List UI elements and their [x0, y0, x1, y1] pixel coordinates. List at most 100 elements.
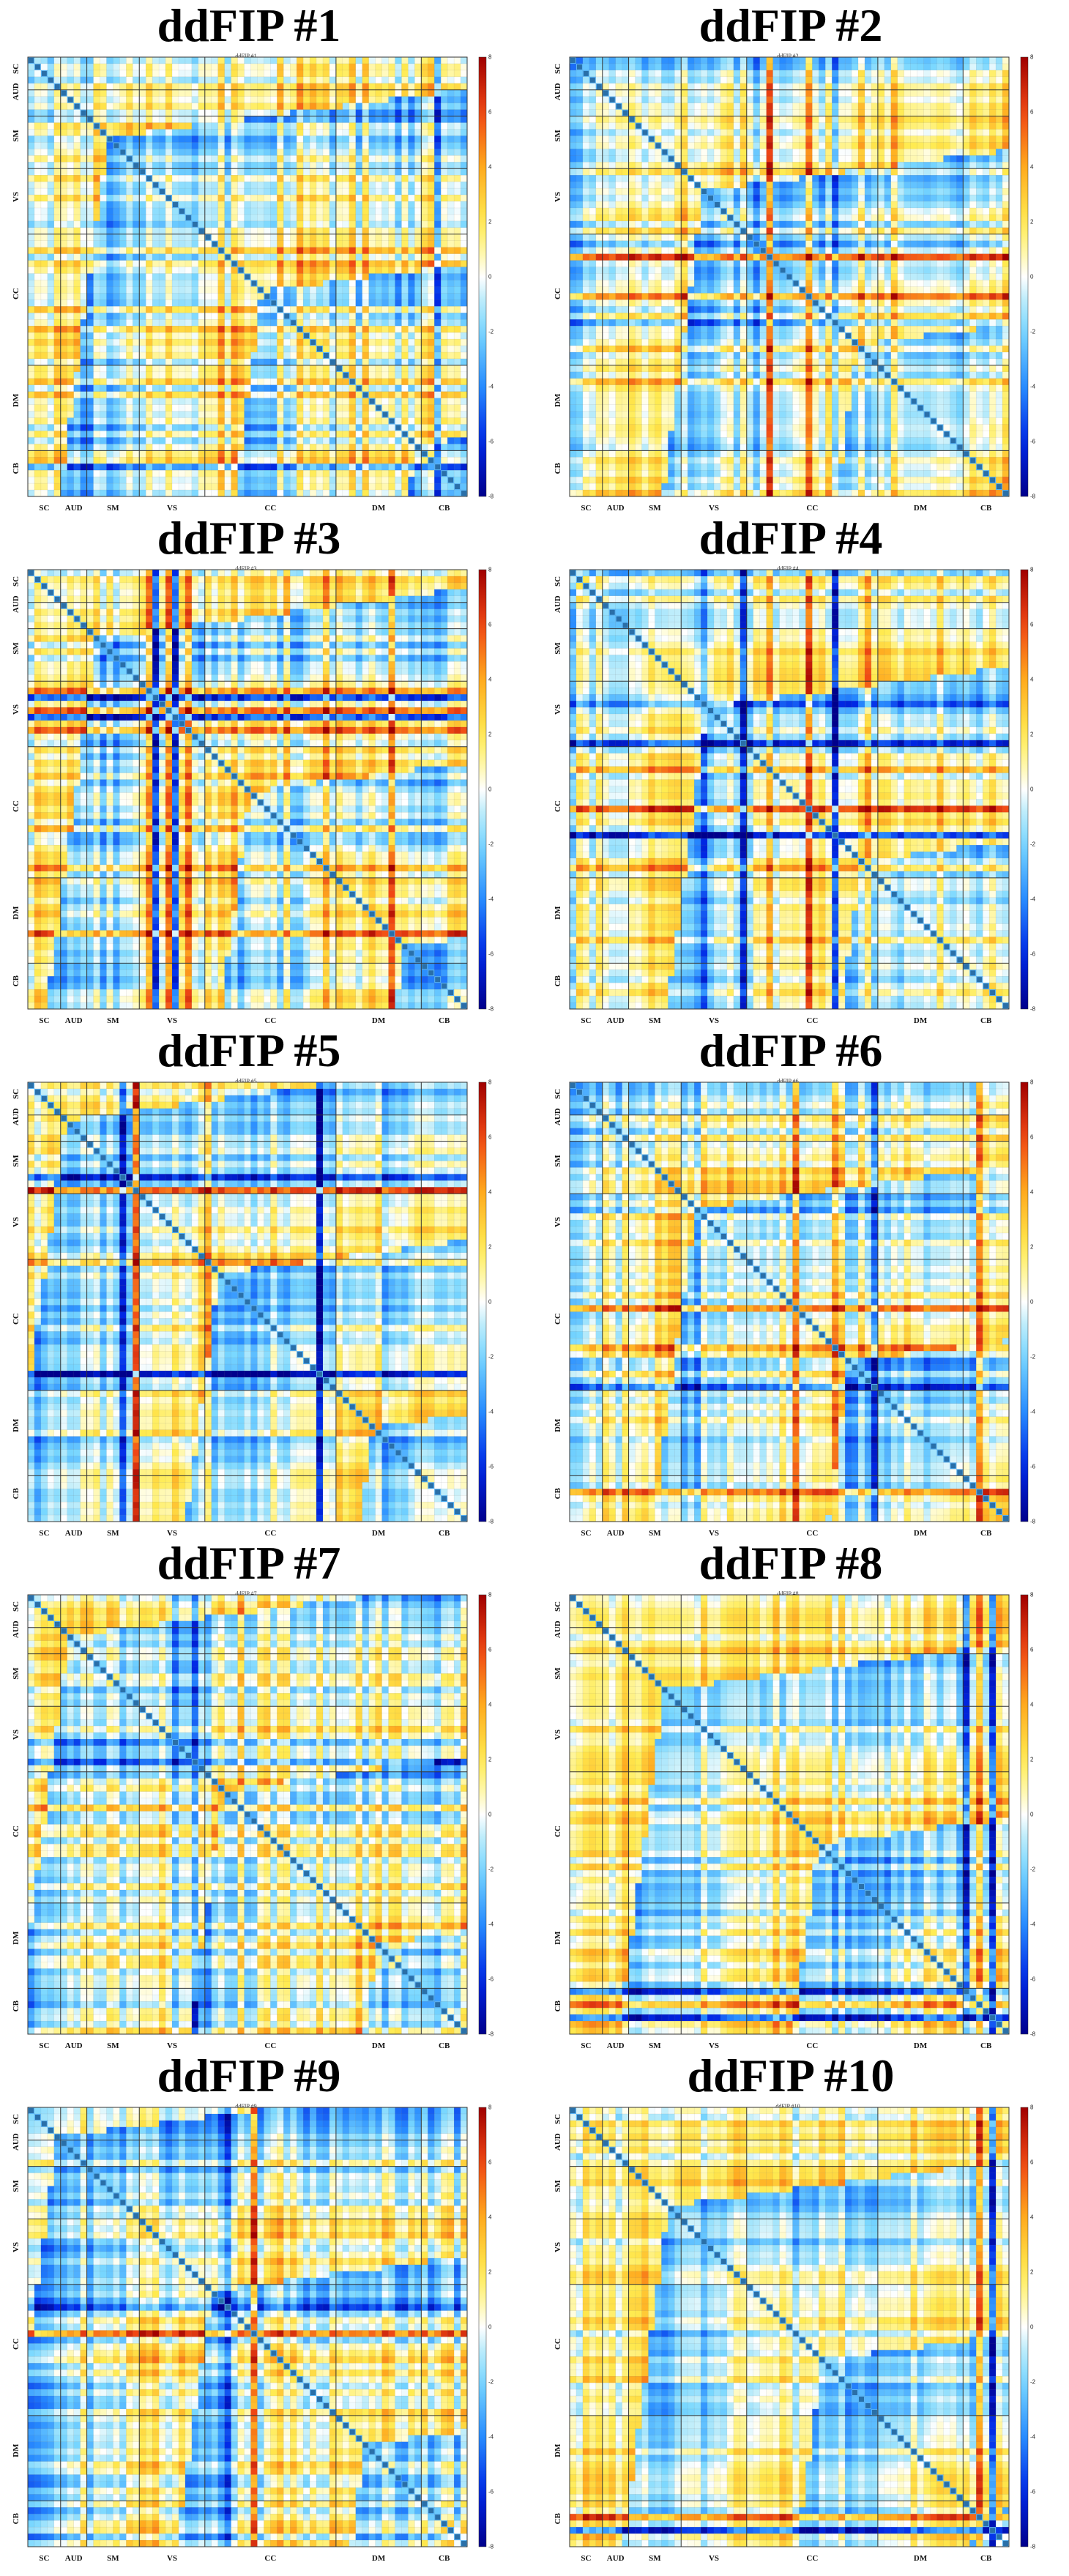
- heatmap-cell: [237, 187, 245, 196]
- heatmap-cell: [171, 444, 179, 451]
- heatmap-cell: [165, 129, 173, 136]
- heatmap-cell: [126, 384, 133, 392]
- heatmap-cell: [687, 76, 695, 84]
- heatmap-cell: [86, 83, 94, 91]
- heatmap-cell: [447, 214, 455, 222]
- heatmap-cell: [191, 417, 199, 425]
- heatmap-cell: [302, 149, 310, 156]
- heatmap-cell: [53, 76, 62, 84]
- heatmap-cell: [106, 70, 113, 78]
- heatmap-cell: [257, 476, 264, 484]
- heatmap-cell: [375, 384, 383, 392]
- heatmap-cell: [779, 83, 787, 91]
- heatmap-cell: [290, 286, 297, 294]
- heatmap-cell: [86, 194, 94, 202]
- heatmap-cell: [53, 411, 62, 419]
- heatmap-cell: [40, 351, 48, 360]
- heatmap-cell: [237, 476, 245, 484]
- heatmap-cell: [257, 450, 264, 458]
- heatmap-cell: [329, 234, 337, 242]
- heatmap-cell: [47, 286, 55, 294]
- heatmap-cell: [362, 267, 370, 275]
- heatmap-cell: [434, 96, 442, 104]
- heatmap-cell: [86, 109, 94, 117]
- heatmap-cell: [198, 398, 206, 406]
- heatmap-cell: [460, 476, 468, 484]
- heatmap-cell: [700, 56, 708, 64]
- heatmap-cell: [910, 89, 918, 97]
- heatmap-cell: [204, 450, 212, 458]
- heatmap-cell: [139, 378, 146, 386]
- heatmap-cell: [381, 280, 390, 287]
- heatmap-cell: [244, 351, 251, 360]
- heatmap-cell: [395, 411, 402, 419]
- heatmap-cell: [185, 187, 193, 196]
- heatmap-cell: [257, 70, 264, 78]
- heatmap-cell: [316, 398, 324, 406]
- heatmap-cell: [976, 70, 983, 78]
- heatmap-cell: [40, 437, 48, 444]
- heatmap-cell: [119, 103, 127, 111]
- heatmap-cell: [152, 240, 160, 248]
- heatmap-cell: [27, 174, 35, 182]
- heatmap-cell: [165, 358, 173, 366]
- heatmap-cell: [283, 129, 291, 136]
- heatmap-cell: [231, 96, 239, 104]
- y-group-label: CB: [12, 463, 21, 474]
- heatmap-cell: [316, 358, 324, 366]
- heatmap-cell: [67, 122, 75, 130]
- heatmap-cell: [198, 187, 206, 196]
- heatmap-cell: [113, 162, 120, 169]
- heatmap-cell: [302, 116, 310, 124]
- heatmap-cell: [917, 76, 925, 84]
- heatmap-cell: [766, 76, 774, 84]
- heatmap-cell: [106, 457, 113, 464]
- heatmap-cell: [237, 260, 245, 268]
- heatmap-cell: [447, 267, 455, 275]
- heatmap-cell: [198, 207, 206, 215]
- heatmap-cell: [67, 201, 75, 209]
- heatmap-cell: [126, 187, 133, 196]
- heatmap-cell: [440, 260, 448, 268]
- heatmap-cell: [178, 129, 186, 136]
- heatmap-cell: [244, 56, 251, 64]
- heatmap-cell: [133, 384, 140, 392]
- heatmap-cell: [414, 345, 422, 353]
- x-group-label: SM: [107, 504, 119, 513]
- heatmap-cell: [165, 378, 173, 386]
- heatmap-cell: [113, 89, 120, 97]
- heatmap-cell: [126, 240, 133, 248]
- heatmap-cell: [257, 371, 264, 379]
- heatmap-cell: [133, 338, 140, 346]
- heatmap-cell: [47, 181, 55, 189]
- heatmap-cell: [53, 227, 62, 235]
- heatmap-cell: [401, 109, 409, 117]
- heatmap-cell: [86, 431, 94, 438]
- heatmap-cell: [447, 450, 455, 458]
- heatmap-cell: [231, 162, 239, 169]
- heatmap-cell: [40, 103, 48, 111]
- heatmap-cell: [178, 240, 186, 248]
- heatmap-cell: [270, 345, 278, 353]
- heatmap-cell: [681, 76, 688, 84]
- heatmap-cell: [342, 404, 350, 412]
- heatmap-cell: [368, 122, 376, 130]
- heatmap-cell: [60, 122, 68, 130]
- heatmap-cell: [139, 464, 146, 471]
- heatmap-cell: [264, 155, 271, 163]
- heatmap-cell: [329, 483, 337, 491]
- heatmap-cell: [40, 83, 48, 91]
- heatmap-cell: [453, 365, 461, 373]
- heatmap-cell: [381, 122, 390, 130]
- heatmap-cell: [231, 181, 239, 189]
- heatmap-cell: [329, 187, 337, 196]
- heatmap-cell: [270, 384, 278, 392]
- heatmap-cell: [421, 457, 428, 464]
- heatmap-cell: [171, 464, 179, 471]
- heatmap-cell: [355, 227, 363, 235]
- heatmap-cell: [342, 220, 350, 228]
- heatmap-cell: [152, 76, 160, 84]
- heatmap-cell: [80, 116, 88, 124]
- heatmap-cell: [368, 70, 376, 78]
- heatmap-cell: [86, 162, 94, 169]
